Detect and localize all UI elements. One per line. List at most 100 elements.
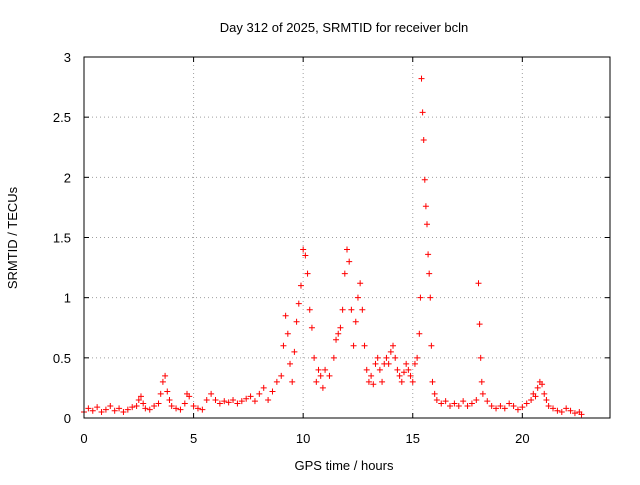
x-tick-label: 20 [515,431,529,446]
data-point [479,390,486,397]
data-point [428,342,435,349]
data-point [221,398,228,405]
x-tick-label: 10 [296,431,310,446]
data-point [230,396,237,403]
axis-ticks [83,56,610,419]
data-point [523,400,530,407]
data-point [199,406,206,413]
data-point [372,360,379,367]
data-point [387,348,394,355]
data-point [383,354,390,361]
data-point [273,378,280,385]
data-point [284,330,291,337]
data-point [534,384,541,391]
data-point [317,372,324,379]
data-point [135,396,142,403]
data-point [330,354,337,361]
data-point [177,406,184,413]
data-point [431,390,438,397]
data-point [545,402,552,409]
data-point [302,252,309,259]
data-point [398,378,405,385]
data-point [411,360,418,367]
data-point [578,411,585,418]
data-point [425,251,432,258]
data-point [306,306,313,313]
data-point [287,360,294,367]
data-point [571,410,578,417]
data-point [166,396,173,403]
data-point [422,203,429,210]
data-point [348,306,355,313]
data-point [85,405,92,412]
axis-tick-labels: 0 5 10 15 20 0 0.5 1 1.5 2 2.5 3 [53,50,530,446]
data-points [81,75,585,418]
data-point [426,270,433,277]
data-point [133,402,140,409]
data-point [558,408,565,415]
data-point [433,396,440,403]
data-point [488,402,495,409]
data-point [392,354,399,361]
data-point [315,366,322,373]
data-point [319,384,326,391]
data-point [497,402,504,409]
data-point [405,366,412,373]
data-point [116,405,123,412]
x-axis-label: GPS time / hours [295,458,394,473]
data-point [256,390,263,397]
y-tick-label: 3 [64,50,71,65]
data-point [278,372,285,379]
data-point [194,405,201,412]
data-point [429,378,436,385]
data-point [216,400,223,407]
data-point [532,393,539,400]
data-point [94,404,101,411]
data-point [335,330,342,337]
data-point [238,398,245,405]
data-point [102,406,109,413]
data-point [243,395,250,402]
data-point [333,336,340,343]
data-point [151,402,158,409]
x-tick-label: 5 [190,431,197,446]
data-point [476,321,483,328]
y-tick-label: 2.5 [53,110,71,125]
data-point [368,372,375,379]
data-point [304,270,311,277]
data-point [478,378,485,385]
data-point [359,306,366,313]
data-point [420,137,427,144]
data-point [326,372,333,379]
data-point [506,400,513,407]
y-tick-label: 2 [64,170,71,185]
data-point [234,400,241,407]
data-point [129,404,136,411]
data-point [260,384,267,391]
data-point [350,342,357,349]
y-tick-label: 0.5 [53,351,71,366]
data-point [181,400,188,407]
data-point [501,405,508,412]
data-point [308,324,315,331]
x-tick-label: 15 [406,431,420,446]
data-point [89,407,96,414]
data-point [403,360,410,367]
data-point [417,294,424,301]
data-point [311,354,318,361]
data-point [416,330,423,337]
data-point [475,280,482,287]
data-point [396,372,403,379]
data-point [225,399,232,406]
data-point [363,366,370,373]
grid [84,57,610,418]
y-axis-label: SRMTID / TECUs [5,186,20,289]
data-point [137,393,144,400]
y-tick-label: 1.5 [53,231,71,246]
data-point [421,176,428,183]
data-point [418,75,425,82]
data-point [357,280,364,287]
data-point [354,294,361,301]
data-point [563,405,570,412]
